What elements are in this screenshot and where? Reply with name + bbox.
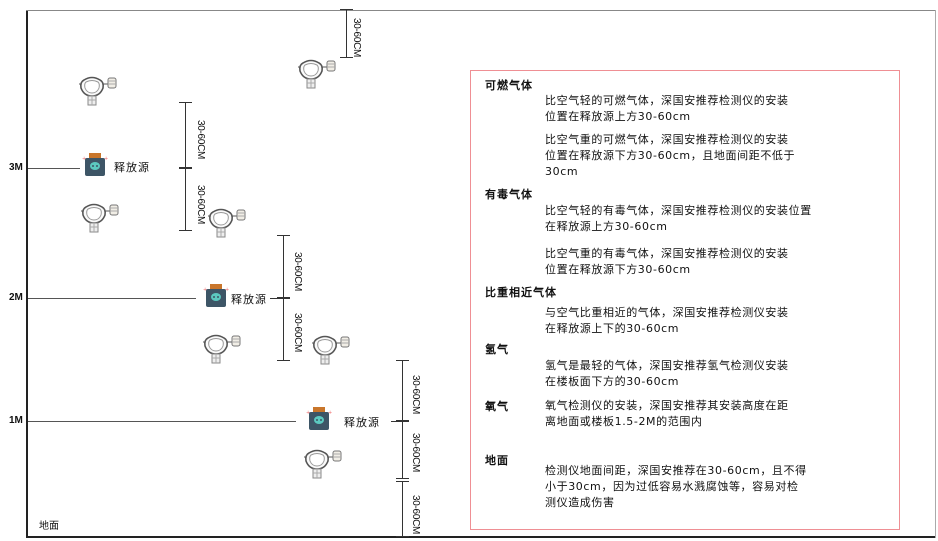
text-line: 位置在释放源下方30-60cm — [545, 263, 691, 276]
svg-text:+: + — [104, 156, 108, 162]
dimension-label: 30-60CM — [195, 185, 206, 225]
floor — [26, 536, 936, 538]
flammable-lighter-text: 比空气轻的可燃气体，深国安推荐检测仪的安装 位置在释放源上方30-60cm — [545, 93, 789, 125]
text-line: 氢气是最轻的气体，深国安推荐氢气检测仪安装 — [545, 359, 789, 372]
gas-detector-icon — [202, 332, 244, 364]
ground-label: 地面 — [39, 521, 59, 532]
dimension-label: 30-60CM — [292, 252, 303, 292]
dimension-label: 30-60CM — [410, 433, 421, 473]
release-source-icon: + + — [306, 406, 332, 432]
gas-detector-icon — [207, 206, 249, 238]
release-source-label: 释放源 — [231, 293, 267, 306]
dimension-line — [396, 360, 409, 421]
right-wall — [935, 10, 936, 538]
toxic-heavier-text: 比空气重的有毒气体，深国安推荐检测仪的安装 位置在释放源下方30-60cm — [545, 246, 789, 278]
gas-detector-icon — [311, 333, 353, 365]
gas-detector-icon — [303, 447, 345, 479]
text-line: 离地面或楼板1.5-2M的范围内 — [545, 415, 703, 428]
text-line: 比空气轻的可燃气体，深国安推荐检测仪的安装 — [545, 94, 789, 107]
text-line: 小于30cm，因为过低容易水溅腐蚀等，容易对检 — [545, 480, 799, 493]
svg-text:+: + — [225, 287, 229, 293]
dimension-line — [179, 102, 192, 168]
flammable-title: 可燃气体 — [485, 79, 533, 92]
ground-text: 检测仪地面间距，深国安推荐在30-60cm，且不得 小于30cm，因为过低容易水… — [545, 463, 807, 511]
similar-density-text: 与空气比重相近的气体，深国安推荐检测仪安装 在释放源上下的30-60cm — [545, 305, 789, 337]
level-2m-label: 2M — [9, 292, 23, 303]
toxic-title: 有毒气体 — [485, 188, 533, 201]
dimension-line — [396, 481, 409, 537]
gas-detector-icon — [297, 57, 339, 89]
text-line: 比空气重的有毒气体，深国安推荐检测仪的安装 — [545, 247, 789, 260]
text-line: 检测仪地面间距，深国安推荐在30-60cm，且不得 — [545, 464, 807, 477]
installation-guide-box — [470, 70, 900, 530]
text-line: 测仪造成伤害 — [545, 496, 615, 509]
level-1m-label: 1M — [9, 415, 23, 426]
dimension-line — [340, 9, 353, 58]
level-1m-line — [28, 421, 296, 422]
hydrogen-text: 氢气是最轻的气体，深国安推荐氢气检测仪安装 在楼板面下方的30-60cm — [545, 358, 789, 390]
ceiling — [26, 10, 936, 11]
similar-density-title: 比重相近气体 — [485, 286, 557, 299]
dimension-label: 30-60CM — [410, 495, 421, 535]
text-line: 位置在释放源上方30-60cm — [545, 110, 691, 123]
dimension-line — [277, 298, 290, 361]
dimension-line — [396, 421, 409, 479]
text-line: 位置在释放源下方30-60cm，且地面间距不低于 — [545, 149, 796, 162]
svg-text:+: + — [203, 287, 207, 293]
release-source-icon: + + — [203, 283, 229, 309]
text-line: 在楼板面下方的30-60cm — [545, 375, 680, 388]
text-line: 在释放源上方30-60cm — [545, 220, 668, 233]
oxygen-text: 氧气检测仪的安装，深国安推荐其安装高度在距 离地面或楼板1.5-2M的范围内 — [545, 398, 789, 430]
level-2m-line — [28, 298, 196, 299]
text-line: 在释放源上下的30-60cm — [545, 322, 680, 335]
release-source-label: 释放源 — [344, 416, 380, 429]
text-line: 氧气检测仪的安装，深国安推荐其安装高度在距 — [545, 399, 789, 412]
gas-detector-icon — [78, 74, 120, 106]
flammable-heavier-text: 比空气重的可燃气体，深国安推荐检测仪的安装 位置在释放源下方30-60cm，且地… — [545, 132, 795, 180]
release-source-label: 释放源 — [114, 161, 150, 174]
oxygen-title: 氧气 — [485, 400, 509, 413]
level-3m-line — [28, 168, 80, 169]
dimension-line — [179, 168, 192, 231]
text-line: 与空气比重相近的气体，深国安推荐检测仪安装 — [545, 306, 789, 319]
toxic-lighter-text: 比空气轻的有毒气体，深国安推荐检测仪的安装位置 在释放源上方30-60cm — [545, 203, 812, 235]
release-source-icon: + + — [82, 152, 108, 178]
dimension-label: 30-60CM — [351, 18, 362, 58]
hydrogen-title: 氢气 — [485, 343, 509, 356]
dimension-label: 30-60CM — [292, 313, 303, 353]
level-3m-label: 3M — [9, 162, 23, 173]
text-line: 30cm — [545, 165, 579, 178]
svg-text:+: + — [306, 410, 310, 416]
dimension-line — [277, 235, 290, 298]
gas-detector-icon — [80, 201, 122, 233]
dimension-label: 30-60CM — [195, 120, 206, 160]
text-line: 比空气轻的有毒气体，深国安推荐检测仪的安装位置 — [545, 204, 812, 217]
dimension-label: 30-60CM — [410, 375, 421, 415]
text-line: 比空气重的可燃气体，深国安推荐检测仪的安装 — [545, 133, 789, 146]
svg-text:+: + — [82, 156, 86, 162]
left-wall — [26, 10, 28, 538]
ground-title: 地面 — [485, 454, 509, 467]
svg-text:+: + — [328, 410, 332, 416]
